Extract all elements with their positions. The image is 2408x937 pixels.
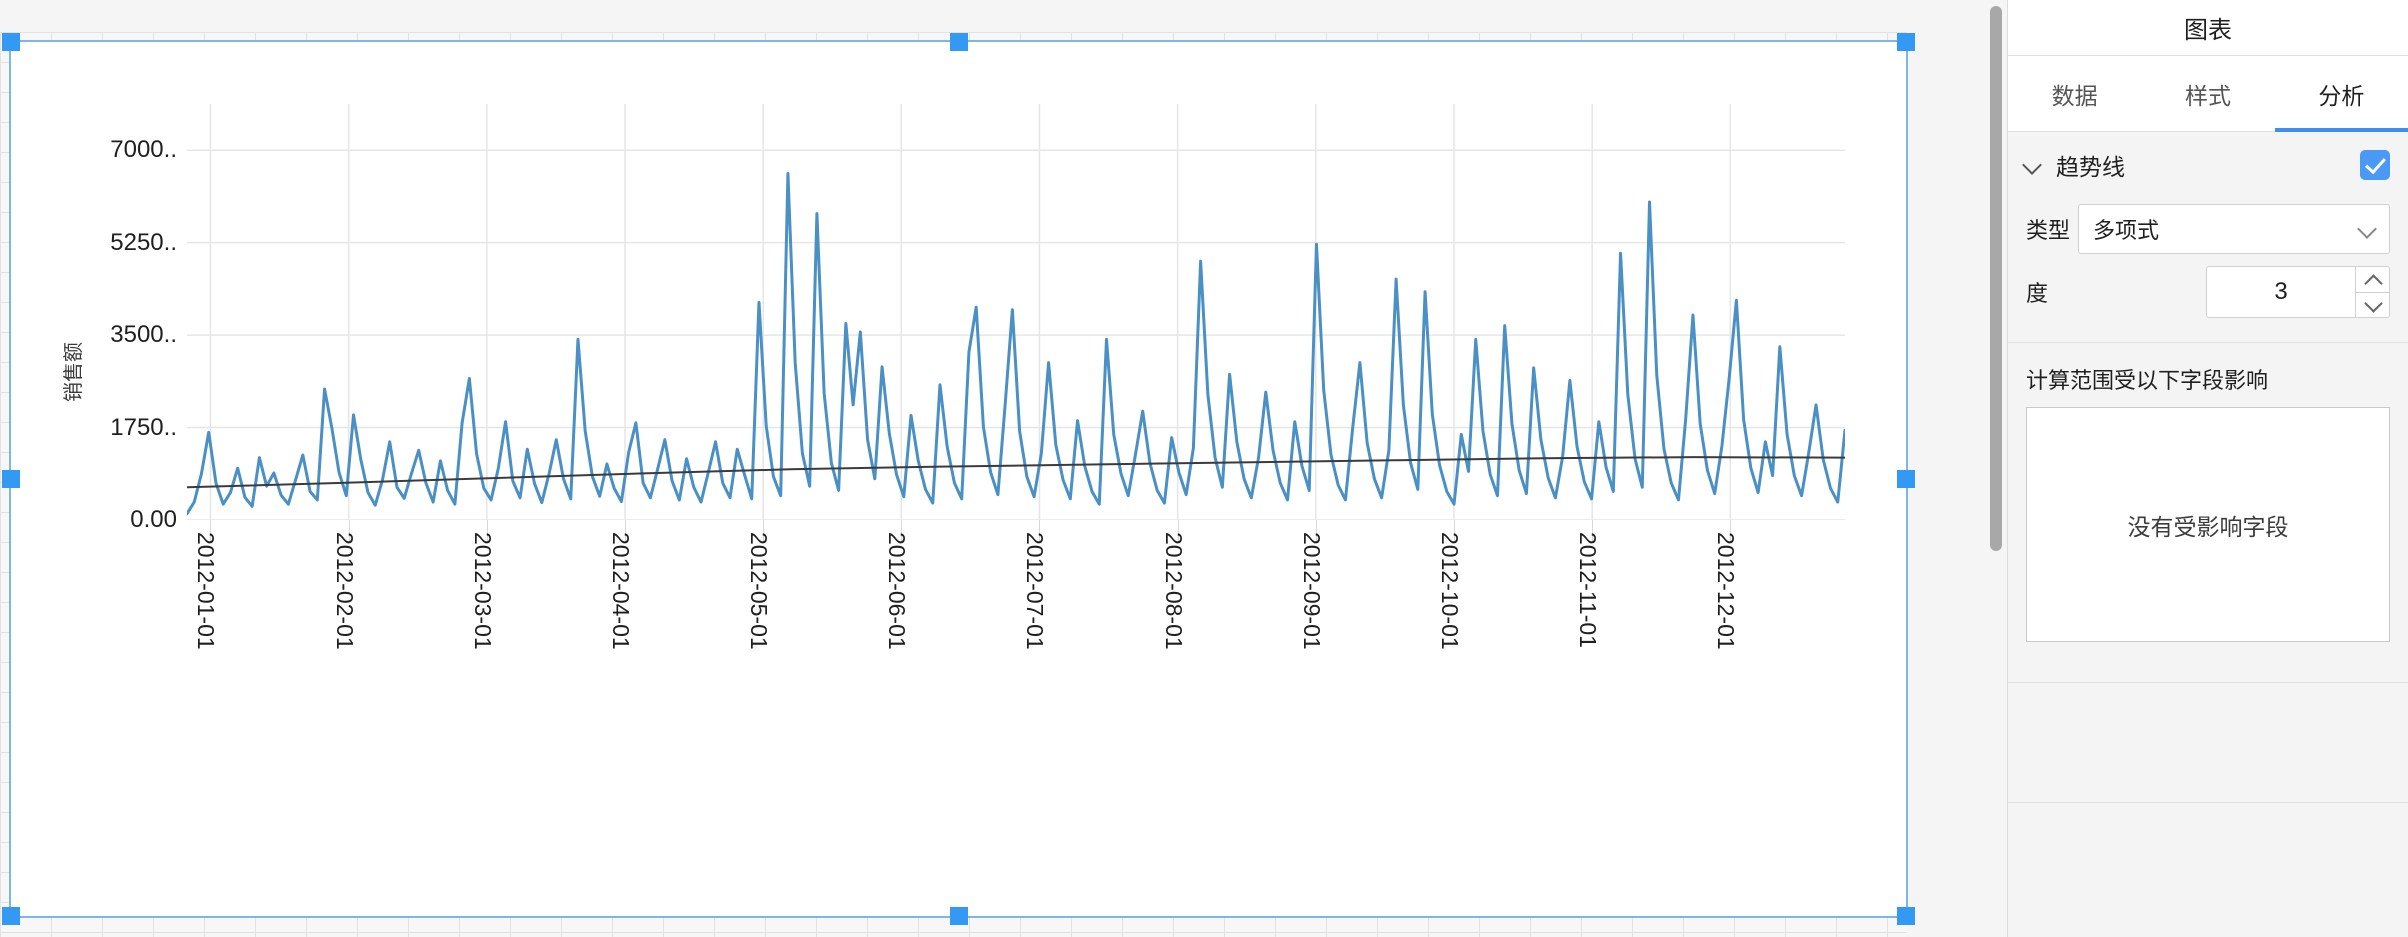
x-axis-tick-label: 2012-02-01 [331,532,358,650]
vertical-scrollbar-thumb[interactable] [1990,6,2002,551]
y-axis-tick-labels: 7000.. 5250.. 3500.. 1750.. 0.00 [11,42,177,920]
x-axis-tick-label: 2012-07-01 [1022,532,1049,650]
x-axis-tick-label: 2012-06-01 [884,532,911,650]
stepper-increment-icon[interactable] [2356,267,2389,292]
resize-handle-middle-left[interactable] [2,470,20,488]
x-axis-tick-mark [901,520,903,542]
x-axis-tick-mark [1315,520,1317,542]
stepper-buttons [2355,267,2389,317]
canvas-top-strip [0,0,2007,32]
x-axis-tick-label: 2012-11-01 [1575,532,1602,648]
y-axis-tick-label: 0.00 [130,506,177,533]
x-axis-tick-label: 2012-04-01 [607,532,634,650]
resize-handle-bottom-center[interactable] [949,907,968,925]
panel-title: 图表 [2008,0,2408,56]
spreadsheet-canvas[interactable]: 销售额 7000.. 5250.. 3500.. 1750.. 0.00 2012-01… [0,0,2007,937]
chart-plot-area [187,104,1845,520]
stepper-decrement-icon[interactable] [2356,291,2389,318]
x-axis-tick-mark [1453,520,1455,542]
chart-object[interactable]: 销售额 7000.. 5250.. 3500.. 1750.. 0.00 2012-01… [2,33,1915,925]
trendline-section-header[interactable]: 趋势线 [2008,132,2408,198]
affected-fields-dropzone[interactable]: 没有受影响字段 [2026,407,2390,642]
trendline-degree-stepper[interactable]: 3 [2206,266,2390,318]
x-axis-tick-mark [1730,520,1732,542]
trendline-degree-row: 度 3 [2008,260,2408,324]
x-axis-tick-label: 2012-10-01 [1436,532,1463,650]
resize-handle-bottom-left[interactable] [2,907,20,925]
tab-style[interactable]: 样式 [2141,56,2274,131]
chart-canvas: 销售额 7000.. 5250.. 3500.. 1750.. 0.00 2012-01… [11,42,1906,916]
trendline-type-select[interactable]: 多项式 [2078,204,2390,254]
panel-tabs: 数据 样式 分析 [2008,56,2408,132]
trendline-degree-label: 度 [2026,281,2049,306]
resize-handle-top-center[interactable] [949,33,968,51]
trendline-type-label: 类型 [2026,218,2071,243]
series-line-sales [187,171,1845,516]
tab-data[interactable]: 数据 [2008,56,2141,131]
trendline-section: 趋势线 类型 多项式 度 3 [2008,132,2408,343]
y-axis-tick-label: 3500.. [110,321,177,349]
trendline-section-title: 趋势线 [2056,154,2125,180]
affected-fields-title: 计算范围受以下字段影响 [2026,368,2269,393]
chevron-down-icon [2357,219,2377,239]
chevron-down-icon[interactable] [2022,154,2044,176]
x-axis-tick-label: 2012-09-01 [1298,532,1325,650]
x-axis-tick-mark [348,520,350,542]
resize-handle-top-right[interactable] [1897,33,1915,51]
tab-analysis[interactable]: 分析 [2274,56,2408,132]
tab-analysis-label: 分析 [2318,82,2365,109]
resize-handle-middle-right[interactable] [1897,470,1915,488]
trendline-enable-checkbox[interactable] [2360,150,2390,180]
x-axis-tick-mark [210,520,212,542]
trendline-polynomial [187,456,1845,489]
resize-handle-bottom-right[interactable] [1897,907,1915,925]
x-axis-tick-mark [1592,520,1594,542]
x-axis-tick-mark [763,520,765,542]
x-axis-tick-mark [1039,520,1041,542]
y-axis-tick-label: 1750.. [110,413,177,441]
panel-tail-section [2008,683,2408,803]
tab-style-label: 样式 [2184,82,2231,109]
x-axis-tick-labels: 2012-01-01 2012-02-01 2012-03-01 2012-04-01… [187,520,1845,690]
chart-svg [187,104,1845,520]
panel-body: 趋势线 类型 多项式 度 3 [2008,132,2408,937]
x-axis-tick-label: 2012-12-01 [1713,532,1740,650]
trendline-degree-value[interactable]: 3 [2274,278,2288,305]
y-axis-tick-label: 7000.. [110,136,177,164]
trendline-type-row: 类型 多项式 [2008,198,2408,260]
trendline-type-value: 多项式 [2093,218,2160,243]
resize-handle-top-left[interactable] [2,33,20,51]
x-axis-tick-label: 2012-01-01 [193,532,220,650]
chart-side-panel: 图表 数据 样式 分析 趋势线 类型 [2007,0,2408,937]
vertical-scrollbar-track[interactable] [1985,0,2007,937]
affected-fields-empty-text: 没有受影响字段 [2127,513,2289,540]
tab-data-label: 数据 [2051,82,2098,109]
affected-fields-section: 计算范围受以下字段影响 没有受影响字段 [2008,343,2408,683]
x-axis-tick-label: 2012-03-01 [469,532,496,650]
x-axis-tick-label: 2012-05-01 [746,532,773,650]
x-axis-tick-mark [624,520,626,542]
y-axis-tick-label: 5250.. [110,228,177,256]
x-axis-tick-mark [1177,520,1179,542]
x-axis-tick-mark [486,520,488,542]
x-axis-tick-label: 2012-08-01 [1160,532,1187,650]
